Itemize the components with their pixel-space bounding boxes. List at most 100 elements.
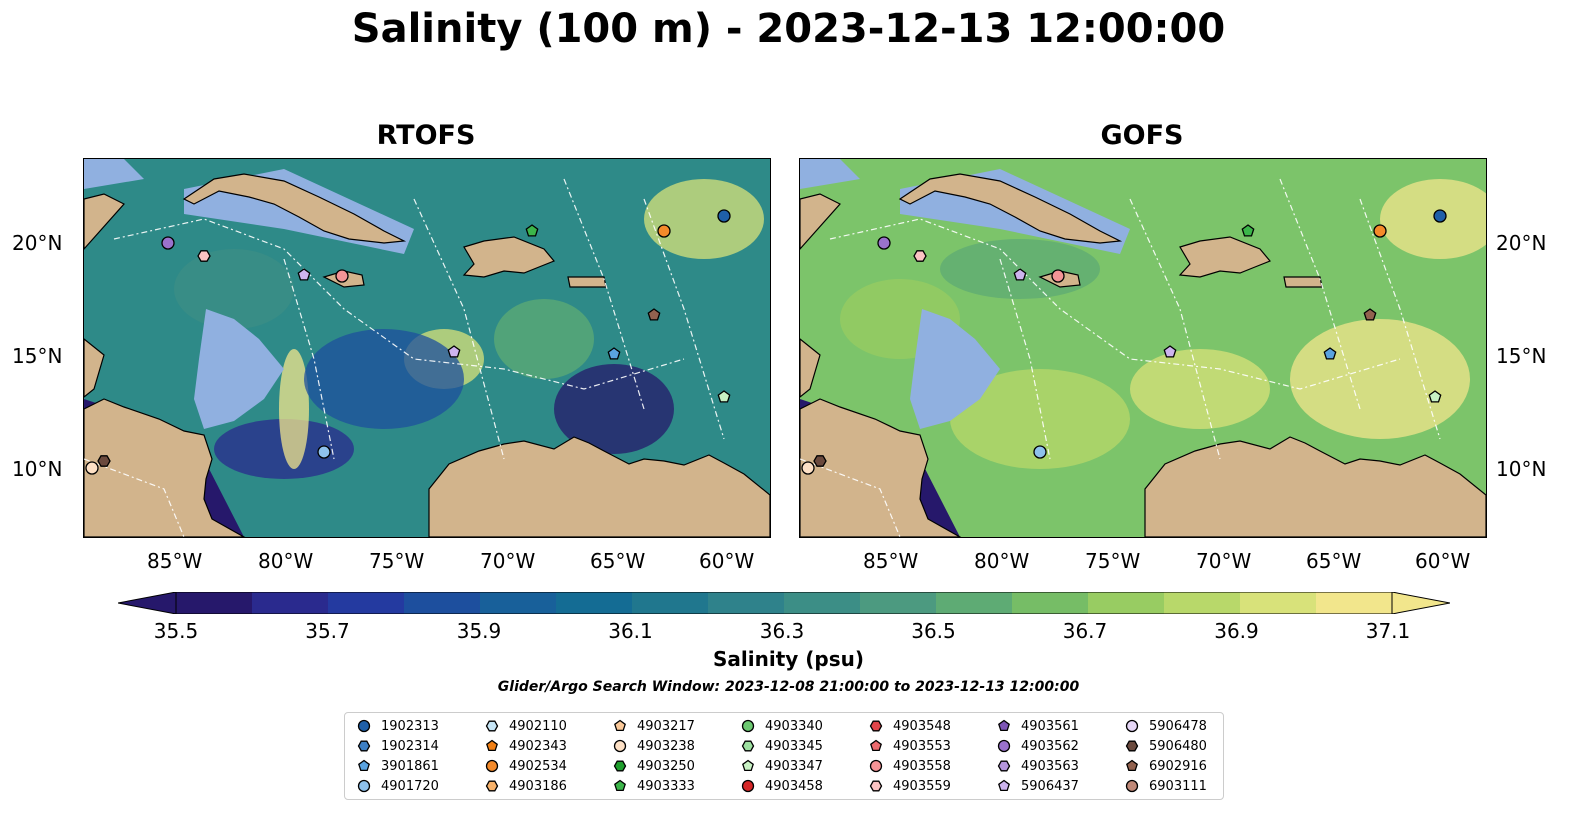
- legend-label: 4903561: [1021, 718, 1079, 734]
- search-window-text: Glider/Argo Search Window: 2023-12-08 21…: [497, 679, 1080, 695]
- legend-marker: [997, 739, 1011, 753]
- colorbar: [118, 592, 1450, 614]
- colorbar-tick: 35.7: [305, 619, 350, 643]
- float-marker: [1241, 224, 1255, 237]
- legend-item: 4903548: [869, 717, 951, 735]
- colorbar-tick: 36.9: [1214, 619, 1259, 643]
- float-marker: [1051, 269, 1065, 283]
- float-marker: [1433, 209, 1447, 223]
- x-tick-label: 70°W: [480, 549, 536, 573]
- legend-item: 4903559: [869, 777, 951, 795]
- float-marker: [801, 461, 815, 475]
- x-tick-label: 70°W: [1196, 549, 1252, 573]
- float-marker: [1033, 445, 1047, 459]
- legend-item: 5906437: [997, 777, 1079, 795]
- y-tick-left: 20°N: [12, 231, 63, 255]
- legend-item: 4903345: [741, 737, 823, 755]
- float-marker: [1163, 345, 1177, 358]
- legend-label: 4903548: [893, 718, 951, 734]
- legend-label: 4903458: [765, 778, 823, 794]
- legend-label: 4902343: [509, 738, 567, 754]
- colorbar-segment: [708, 592, 785, 614]
- legend-label: 4903333: [637, 778, 695, 794]
- legend-label: 1902314: [381, 738, 439, 754]
- float-marker: [1323, 347, 1337, 360]
- colorbar-tick: 35.9: [456, 619, 502, 643]
- legend-item: 4903333: [613, 777, 695, 795]
- legend-marker: [741, 740, 755, 752]
- legend-marker: [741, 779, 755, 793]
- colorbar-segment: [1012, 592, 1089, 614]
- colorbar-label: Salinity (psu): [712, 647, 864, 671]
- legend: 1902313 1902314 3901861 4901720 4902110 49023…: [344, 712, 1224, 800]
- colorbar-tick: 35.5: [153, 619, 199, 643]
- legend-label: 4902534: [509, 758, 567, 774]
- legend-item: 4903563: [997, 757, 1079, 775]
- float-marker: [197, 250, 211, 262]
- legend-item: 4903553: [869, 737, 951, 755]
- legend-marker: [1125, 740, 1139, 752]
- legend-item: 4903238: [613, 737, 695, 755]
- legend-marker: [485, 720, 499, 732]
- colorbar-tick: 36.1: [608, 619, 653, 643]
- legend-label: 5906437: [1021, 778, 1079, 794]
- legend-marker: [869, 780, 883, 792]
- legend-item: 4903340: [741, 717, 823, 735]
- colorbar-segment: [556, 592, 633, 614]
- x-tick-label: 65°W: [590, 549, 646, 573]
- panel-title-gofs: GOFS: [1100, 120, 1184, 151]
- y-tick-left: 10°N: [12, 457, 63, 481]
- legend-label: 4901720: [381, 778, 439, 794]
- legend-item: 5906480: [1125, 737, 1207, 755]
- legend-marker: [998, 719, 1010, 732]
- float-marker: [717, 209, 731, 223]
- legend-item: 6902916: [1125, 757, 1207, 775]
- legend-marker: [997, 760, 1011, 772]
- legend-label: 4903186: [509, 778, 567, 794]
- legend-marker: [614, 719, 626, 732]
- legend-item: 1902313: [357, 717, 439, 735]
- legend-item: 6903111: [1125, 777, 1207, 795]
- float-marker: [607, 347, 621, 360]
- legend-item: 4903458: [741, 777, 823, 795]
- float-marker: [525, 224, 539, 237]
- x-tick-label: 60°W: [699, 549, 755, 573]
- legend-item: 4903562: [997, 737, 1079, 755]
- legend-label: 4902110: [509, 718, 567, 734]
- x-tick-label: 80°W: [974, 549, 1030, 573]
- x-tick-label: 85°W: [147, 549, 203, 573]
- legend-item: 4903186: [485, 777, 567, 795]
- legend-marker: [869, 759, 883, 773]
- colorbar-segment: [328, 592, 405, 614]
- legend-marker: [869, 720, 883, 732]
- colorbar-segment: [1240, 592, 1317, 614]
- float-marker: [161, 236, 175, 250]
- legend-marker: [742, 759, 754, 772]
- rtofs-map: [83, 158, 771, 538]
- colorbar-segment: [176, 592, 253, 614]
- colorbar-segment: [860, 592, 937, 614]
- x-tick-label: 60°W: [1415, 549, 1471, 573]
- colorbar-tick: 37.1: [1365, 619, 1411, 643]
- float-marker: [97, 455, 111, 467]
- colorbar-tick: 36.3: [759, 619, 805, 643]
- legend-label: 6903111: [1149, 778, 1207, 794]
- x-tick-label: 75°W: [369, 549, 425, 573]
- float-marker: [335, 269, 349, 283]
- y-tick-left: 15°N: [12, 344, 63, 368]
- colorbar-segment: [1088, 592, 1165, 614]
- legend-marker: [741, 719, 755, 733]
- float-marker: [447, 345, 461, 358]
- colorbar-segment: [252, 592, 329, 614]
- float-marker: [647, 308, 661, 321]
- figure-title: Salinity (100 m) - 2023-12-13 12:00:00: [351, 6, 1226, 52]
- legend-item: 4902534: [485, 757, 567, 775]
- legend-marker: [998, 779, 1010, 792]
- legend-label: 4903553: [893, 738, 951, 754]
- legend-marker: [1125, 719, 1139, 733]
- float-marker: [1013, 268, 1027, 281]
- legend-item: 4903217: [613, 717, 695, 735]
- legend-label: 4903340: [765, 718, 823, 734]
- legend-marker: [358, 759, 370, 772]
